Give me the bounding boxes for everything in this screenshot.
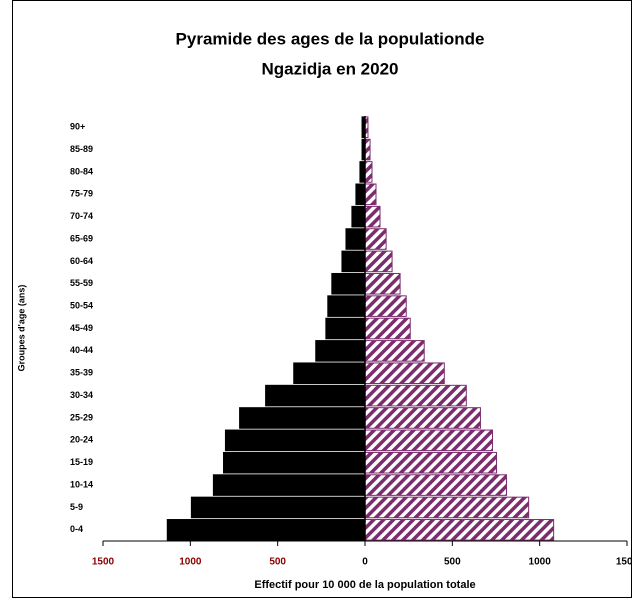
bar <box>327 295 366 317</box>
bar <box>364 183 377 206</box>
y-tick-label: 0-4 <box>70 524 83 534</box>
x-tick-label: 1000 <box>179 557 202 568</box>
y-tick-label: 35-39 <box>70 368 93 378</box>
bar <box>265 384 366 407</box>
bar <box>239 407 366 429</box>
y-tick-label: 15-19 <box>70 457 93 467</box>
y-tick-label: 65-69 <box>70 233 93 243</box>
y-tick-label: 75-79 <box>70 189 93 199</box>
bar <box>355 183 366 206</box>
y-tick-label: 25-29 <box>70 412 93 422</box>
bar <box>315 340 366 362</box>
bar <box>364 429 494 452</box>
bar <box>364 362 445 385</box>
y-tick-label: 60-64 <box>70 256 93 266</box>
bar <box>325 317 366 340</box>
y-tick-label: 90+ <box>70 122 85 132</box>
x-tick-label: 500 <box>269 557 286 568</box>
y-tick-label: 5-9 <box>70 502 83 512</box>
y-tick-label: 55-59 <box>70 278 93 288</box>
bar <box>331 272 366 295</box>
x-tick-label: 0 <box>362 557 368 568</box>
chart-title: Ngazidja en 2020 <box>261 59 398 78</box>
x-tick-label: 1000 <box>529 557 552 568</box>
chart-title: Pyramide des ages de la populationde <box>176 29 485 48</box>
bar <box>190 496 366 519</box>
bar <box>364 496 530 519</box>
bar <box>364 519 555 541</box>
y-tick-label: 20-24 <box>70 435 93 445</box>
bar <box>166 519 366 541</box>
bar <box>364 205 381 228</box>
bar <box>359 161 366 183</box>
y-tick-label: 80-84 <box>70 166 93 176</box>
bar <box>293 362 366 385</box>
y-tick-label: 30-34 <box>70 390 93 400</box>
bar <box>224 429 366 452</box>
x-axis-label: Effectif pour 10 000 de la population to… <box>254 579 475 591</box>
x-tick-label: 1500 <box>92 557 115 568</box>
bar <box>364 228 387 250</box>
bar <box>364 317 411 340</box>
bar <box>364 407 481 429</box>
bar <box>341 250 366 273</box>
bar <box>212 474 366 496</box>
bar <box>364 340 425 362</box>
bar <box>364 451 498 474</box>
bar <box>364 138 371 161</box>
bar <box>364 474 507 496</box>
bar <box>351 205 366 228</box>
bar <box>364 272 401 295</box>
bar <box>223 451 366 474</box>
bar <box>364 384 467 407</box>
y-tick-label: 85-89 <box>70 144 93 154</box>
y-tick-label: 40-44 <box>70 345 93 355</box>
y-tick-label: 70-74 <box>70 211 93 221</box>
bar <box>345 228 366 250</box>
y-axis-label: Groupes d'age (ans) <box>16 285 26 372</box>
bar <box>364 161 373 183</box>
bar <box>364 295 407 317</box>
bar <box>364 250 393 273</box>
x-tick-label: 1500 <box>616 557 632 568</box>
y-tick-label: 50-54 <box>70 301 93 311</box>
y-tick-label: 10-14 <box>70 479 93 489</box>
y-tick-label: 45-49 <box>70 323 93 333</box>
x-tick-label: 500 <box>444 557 461 568</box>
